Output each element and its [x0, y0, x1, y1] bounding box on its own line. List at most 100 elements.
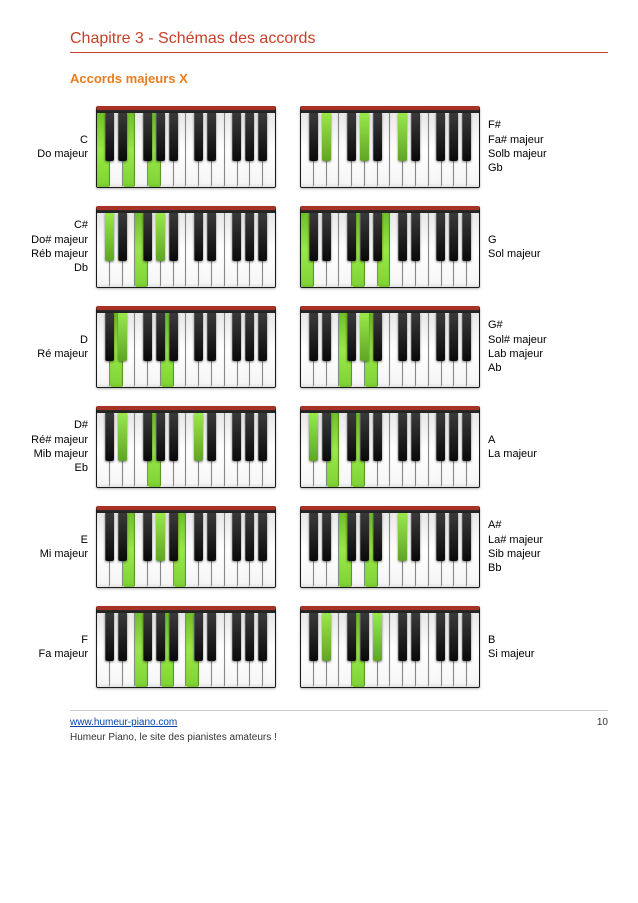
black-key	[207, 113, 216, 161]
chord-row: GSol majeur	[300, 206, 566, 288]
black-key	[411, 113, 420, 161]
black-key	[360, 213, 369, 261]
black-key	[360, 513, 369, 561]
black-key	[258, 413, 267, 461]
black-key	[194, 113, 203, 161]
chord-row: D#Ré# majeurMib majeurEb	[10, 406, 276, 488]
chord-label: G#Sol# majeurLab majeurAb	[488, 318, 566, 375]
black-key	[105, 213, 114, 261]
black-key	[258, 213, 267, 261]
black-key	[309, 413, 318, 461]
black-key	[156, 213, 165, 261]
keyboard-diagram	[96, 506, 276, 588]
black-key	[156, 613, 165, 661]
black-key	[462, 413, 471, 461]
black-key	[360, 613, 369, 661]
black-key	[143, 413, 152, 461]
black-key	[169, 213, 178, 261]
chord-row: C#Do# majeurRéb majeurDb	[10, 206, 276, 288]
chord-label: D#Ré# majeurMib majeurEb	[10, 418, 88, 475]
black-key	[411, 513, 420, 561]
chord-label: EMi majeur	[10, 533, 88, 562]
black-key	[207, 213, 216, 261]
black-key	[245, 313, 254, 361]
black-key	[169, 513, 178, 561]
footer-link[interactable]: www.humeur-piano.com	[70, 717, 177, 728]
chord-label: C#Do# majeurRéb majeurDb	[10, 218, 88, 275]
chord-row: ALa majeur	[300, 406, 566, 488]
chords-column-right: F#Fa# majeurSolb majeurGb GSol majeur G#So…	[300, 106, 566, 688]
black-key	[169, 313, 178, 361]
chord-row: CDo majeur	[10, 106, 276, 188]
black-key	[322, 613, 331, 661]
black-key	[309, 513, 318, 561]
chord-label: BSi majeur	[488, 633, 566, 662]
black-key	[411, 613, 420, 661]
black-key	[258, 313, 267, 361]
black-key	[449, 613, 458, 661]
black-key	[462, 513, 471, 561]
black-key	[105, 113, 114, 161]
black-key	[169, 113, 178, 161]
black-key	[309, 313, 318, 361]
chord-label: FFa majeur	[10, 633, 88, 662]
black-key	[436, 613, 445, 661]
chord-row: F#Fa# majeurSolb majeurGb	[300, 106, 566, 188]
footer-tagline: Humeur Piano, le site des pianistes amat…	[70, 732, 277, 743]
keyboard-diagram	[300, 406, 480, 488]
section-subtitle: Accords majeurs X	[70, 71, 608, 86]
chord-row: DRé majeur	[10, 306, 276, 388]
black-key	[373, 213, 382, 261]
chord-row: BSi majeur	[300, 606, 566, 688]
black-key	[322, 413, 331, 461]
keyboard-diagram	[96, 606, 276, 688]
black-key	[411, 413, 420, 461]
chord-label: CDo majeur	[10, 133, 88, 162]
black-key	[118, 113, 127, 161]
black-key	[194, 613, 203, 661]
black-key	[309, 213, 318, 261]
black-key	[105, 513, 114, 561]
black-key	[118, 313, 127, 361]
chapter-title: Chapitre 3 - Schémas des accords	[70, 30, 608, 53]
black-key	[449, 413, 458, 461]
black-key	[373, 513, 382, 561]
black-key	[258, 113, 267, 161]
black-key	[232, 613, 241, 661]
black-key	[322, 213, 331, 261]
black-key	[194, 313, 203, 361]
black-key	[169, 613, 178, 661]
black-key	[245, 413, 254, 461]
black-key	[232, 213, 241, 261]
black-key	[347, 413, 356, 461]
black-key	[322, 113, 331, 161]
black-key	[398, 613, 407, 661]
black-key	[143, 213, 152, 261]
black-key	[449, 513, 458, 561]
black-key	[156, 113, 165, 161]
keyboard-diagram	[96, 106, 276, 188]
keyboard-diagram	[300, 106, 480, 188]
black-key	[245, 113, 254, 161]
black-key	[309, 613, 318, 661]
black-key	[436, 413, 445, 461]
keyboard-diagram	[96, 206, 276, 288]
keyboard-diagram	[96, 306, 276, 388]
black-key	[232, 113, 241, 161]
black-key	[436, 113, 445, 161]
black-key	[118, 613, 127, 661]
keyboard-diagram	[96, 406, 276, 488]
black-key	[398, 413, 407, 461]
black-key	[347, 613, 356, 661]
keyboard-diagram	[300, 206, 480, 288]
black-key	[462, 213, 471, 261]
black-key	[436, 213, 445, 261]
black-key	[360, 113, 369, 161]
black-key	[232, 513, 241, 561]
keyboard-diagram	[300, 306, 480, 388]
chord-label: ALa majeur	[488, 433, 566, 462]
chord-label: F#Fa# majeurSolb majeurGb	[488, 118, 566, 175]
black-key	[322, 313, 331, 361]
black-key	[373, 413, 382, 461]
black-key	[207, 413, 216, 461]
